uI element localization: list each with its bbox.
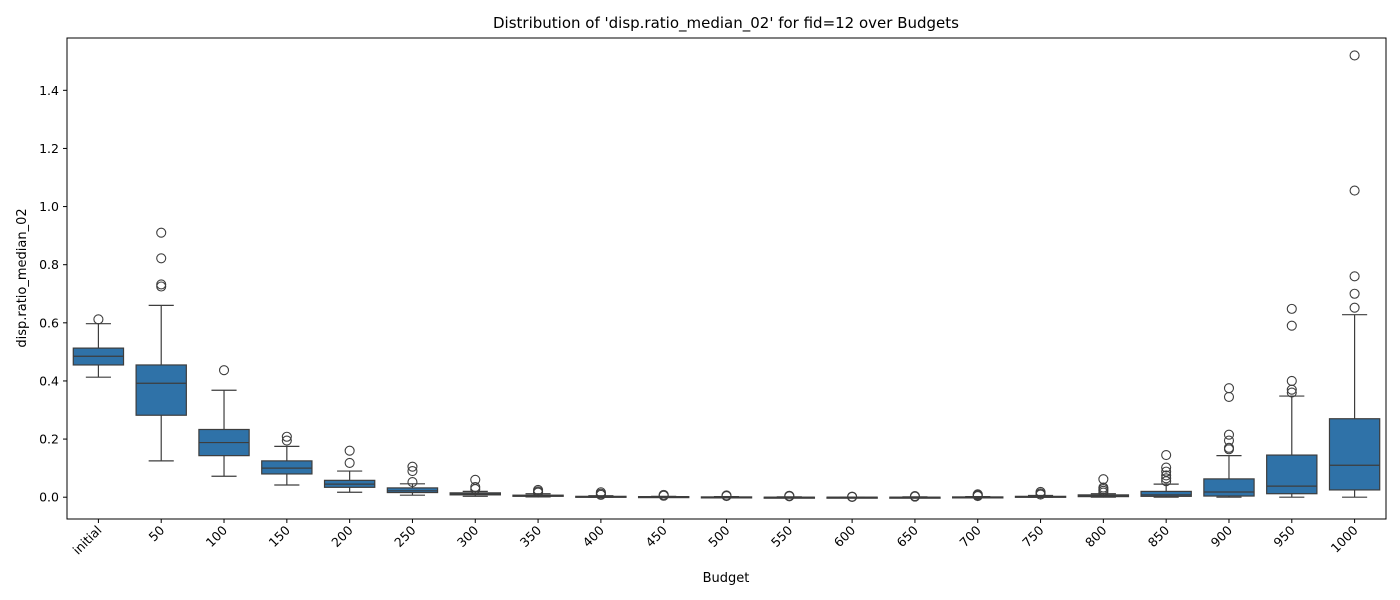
x-tick-label: 950 (1270, 522, 1298, 550)
outlier-point (407, 461, 418, 472)
x-tick-label: 900 (1208, 522, 1236, 550)
x-tick-label: 350 (517, 522, 545, 550)
outlier-point (156, 281, 167, 292)
x-tick-label: 550 (768, 522, 796, 550)
chart-title: Distribution of 'disp.ratio_median_02' f… (493, 14, 959, 33)
outlier-point (1286, 303, 1297, 314)
y-tick-label: 0.6 (39, 315, 59, 330)
outlier-point (281, 431, 292, 442)
outlier-point (156, 279, 167, 290)
plot-area: 0.0 0.2 0.4 0.6 0.8 1.0 1.2 1.4 initial 50 100 150 2… (39, 37, 1387, 558)
outlier-point (972, 489, 983, 500)
outlier-point (1286, 320, 1297, 331)
outlier-point (595, 487, 606, 498)
y-axis-label: disp.ratio_median_02 (15, 208, 30, 347)
box-150 (261, 460, 313, 475)
x-tick-label: 700 (956, 522, 984, 550)
outlier-point (847, 491, 858, 502)
x-tick-label: 400 (580, 522, 608, 550)
outlier-point (533, 484, 544, 495)
box-850 (1140, 490, 1192, 497)
outlier-point (344, 457, 355, 468)
x-tick-label: 600 (831, 522, 859, 550)
outlier-point (1161, 462, 1172, 473)
outlier-point (1223, 435, 1235, 446)
x-tick-label: 500 (705, 522, 733, 550)
box-950 (1266, 454, 1318, 495)
x-tick-label: 1000 (1328, 522, 1361, 555)
y-tick-label: 1.0 (39, 199, 59, 214)
y-tick-label: 0.0 (39, 490, 59, 505)
outlier-point (721, 490, 732, 501)
plot-frame (66, 37, 1387, 520)
x-tick-label: 450 (642, 522, 670, 550)
outlier-point (1223, 391, 1235, 402)
outlier-point (1161, 470, 1172, 481)
outlier-point (1349, 185, 1360, 196)
outlier-point (1161, 476, 1172, 487)
outlier-point (1349, 302, 1360, 313)
outlier-point (1161, 466, 1172, 477)
outlier-point (1161, 473, 1172, 484)
x-tick-label: 150 (265, 522, 293, 550)
x-tick-label: 850 (1145, 522, 1173, 550)
outlier-point (1223, 429, 1235, 440)
x-tick-label: 750 (1019, 522, 1047, 550)
outlier-point (407, 465, 418, 477)
x-tick-label: 300 (454, 522, 482, 550)
box-1000 (1328, 418, 1381, 491)
outlier-point (1098, 482, 1109, 493)
outlier-point (344, 445, 355, 456)
x-tick-label: initial (70, 523, 105, 558)
box-900 (1203, 478, 1255, 497)
x-tick-label: 650 (894, 522, 922, 550)
outlier-point (93, 314, 104, 325)
x-axis-label: Budget (703, 571, 750, 586)
outlier-point (281, 435, 292, 446)
outlier-point (784, 490, 795, 501)
outlier-point (1349, 271, 1360, 282)
outlier-point (1035, 486, 1046, 498)
box-50 (135, 364, 187, 416)
y-tick-label: 1.4 (39, 83, 59, 98)
y-tick-label: 0.8 (39, 257, 59, 272)
outlier-point (470, 474, 481, 485)
outlier-point (156, 227, 167, 238)
y-tick-label: 1.2 (39, 141, 59, 156)
outlier-point (156, 253, 167, 264)
outlier-point (1286, 375, 1297, 386)
x-tick-label: 250 (391, 522, 419, 550)
outlier-point (1223, 442, 1235, 453)
outlier-point (407, 477, 418, 488)
y-tick-label: 0.4 (39, 373, 59, 388)
outlier-point (1223, 383, 1235, 394)
outlier-point (1098, 474, 1109, 485)
x-tick-label: 800 (1082, 522, 1110, 550)
x-tick-label: 100 (203, 522, 231, 550)
outlier-point (1286, 387, 1297, 398)
x-tick-label: 50 (145, 522, 167, 544)
outlier-point (909, 490, 920, 502)
y-tick-label: 0.2 (39, 432, 59, 447)
outlier-point (470, 481, 481, 493)
outlier-point (658, 489, 669, 500)
outlier-point (1349, 288, 1360, 299)
outlier-point (218, 365, 230, 376)
outlier-point (1349, 50, 1360, 61)
outlier-point (1161, 450, 1172, 461)
x-tick-label: 200 (328, 522, 356, 550)
